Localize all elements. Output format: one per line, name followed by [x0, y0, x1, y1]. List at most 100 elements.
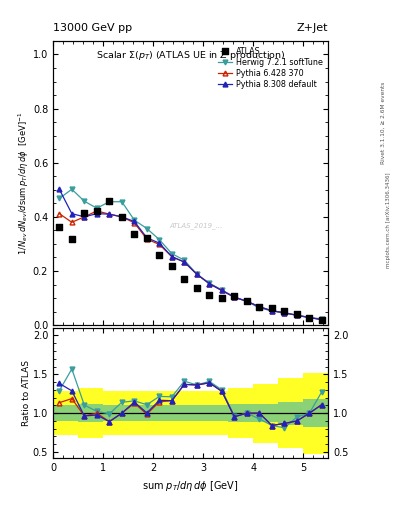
ATLAS — [194, 284, 200, 292]
Pythia 6.428 370 — [244, 298, 249, 304]
ATLAS — [156, 251, 162, 259]
Pythia 6.428 370 — [107, 211, 112, 217]
Herwig 7.2.1 softTune — [232, 294, 237, 300]
Herwig 7.2.1 softTune — [282, 310, 287, 316]
Herwig 7.2.1 softTune — [220, 287, 224, 293]
ATLAS — [169, 262, 175, 270]
Y-axis label: Ratio to ATLAS: Ratio to ATLAS — [22, 360, 31, 426]
ATLAS — [231, 292, 237, 300]
Text: ATLAS_2019_...: ATLAS_2019_... — [169, 222, 223, 229]
ATLAS — [294, 310, 300, 318]
Pythia 8.308 default — [244, 298, 249, 304]
Pythia 6.428 370 — [145, 236, 149, 242]
ATLAS — [56, 223, 62, 231]
Pythia 8.308 default — [232, 294, 237, 301]
Pythia 6.428 370 — [57, 210, 62, 217]
Text: 13000 GeV pp: 13000 GeV pp — [53, 23, 132, 33]
Pythia 8.308 default — [307, 314, 312, 321]
ATLAS — [119, 213, 125, 221]
ATLAS — [281, 307, 288, 315]
Herwig 7.2.1 softTune — [70, 186, 74, 193]
Herwig 7.2.1 softTune — [195, 271, 199, 278]
Pythia 6.428 370 — [94, 208, 99, 214]
Pythia 8.308 default — [82, 214, 87, 220]
ATLAS — [244, 297, 250, 305]
Herwig 7.2.1 softTune — [94, 205, 99, 211]
Pythia 8.308 default — [157, 240, 162, 246]
Text: Z+Jet: Z+Jet — [297, 23, 328, 33]
Herwig 7.2.1 softTune — [207, 280, 212, 286]
Pythia 6.428 370 — [169, 253, 174, 260]
ATLAS — [181, 275, 187, 283]
Herwig 7.2.1 softTune — [307, 314, 312, 321]
Herwig 7.2.1 softTune — [107, 199, 112, 205]
ATLAS — [81, 209, 88, 217]
Pythia 8.308 default — [132, 219, 137, 225]
Herwig 7.2.1 softTune — [182, 257, 187, 263]
Line: Herwig 7.2.1 softTune: Herwig 7.2.1 softTune — [57, 187, 324, 322]
Pythia 8.308 default — [182, 259, 187, 265]
Pythia 8.308 default — [282, 310, 287, 316]
Line: Pythia 6.428 370: Pythia 6.428 370 — [57, 208, 324, 322]
Pythia 8.308 default — [145, 234, 149, 241]
Pythia 6.428 370 — [232, 294, 237, 301]
Pythia 6.428 370 — [157, 241, 162, 247]
Pythia 6.428 370 — [82, 214, 87, 220]
Pythia 8.308 default — [270, 308, 274, 314]
Pythia 6.428 370 — [220, 287, 224, 293]
Pythia 6.428 370 — [70, 219, 74, 225]
ATLAS — [106, 197, 112, 205]
Pythia 8.308 default — [220, 287, 224, 293]
Pythia 6.428 370 — [207, 281, 212, 287]
Legend: ATLAS, Herwig 7.2.1 softTune, Pythia 6.428 370, Pythia 8.308 default: ATLAS, Herwig 7.2.1 softTune, Pythia 6.4… — [216, 45, 324, 90]
Pythia 8.308 default — [107, 211, 112, 217]
Herwig 7.2.1 softTune — [294, 312, 299, 318]
ATLAS — [269, 304, 275, 312]
Pythia 6.428 370 — [182, 259, 187, 265]
Pythia 6.428 370 — [270, 308, 274, 314]
Pythia 6.428 370 — [119, 214, 124, 220]
Pythia 6.428 370 — [282, 310, 287, 316]
Pythia 8.308 default — [169, 253, 174, 260]
Pythia 6.428 370 — [257, 304, 262, 310]
ATLAS — [94, 207, 100, 215]
Pythia 8.308 default — [119, 214, 124, 220]
Pythia 8.308 default — [57, 186, 62, 193]
Herwig 7.2.1 softTune — [244, 298, 249, 304]
Pythia 8.308 default — [294, 312, 299, 318]
ATLAS — [319, 316, 325, 324]
Pythia 8.308 default — [94, 210, 99, 217]
Herwig 7.2.1 softTune — [270, 308, 274, 314]
Pythia 8.308 default — [70, 210, 74, 217]
ATLAS — [256, 303, 263, 311]
Herwig 7.2.1 softTune — [132, 217, 137, 223]
ATLAS — [206, 291, 213, 300]
Herwig 7.2.1 softTune — [157, 237, 162, 243]
Text: Rivet 3.1.10, ≥ 2.6M events: Rivet 3.1.10, ≥ 2.6M events — [381, 82, 386, 164]
Pythia 6.428 370 — [307, 314, 312, 321]
ATLAS — [219, 294, 225, 302]
Pythia 8.308 default — [207, 281, 212, 287]
Pythia 8.308 default — [195, 271, 199, 278]
Herwig 7.2.1 softTune — [119, 199, 124, 205]
Herwig 7.2.1 softTune — [57, 196, 62, 202]
Pythia 6.428 370 — [132, 220, 137, 226]
ATLAS — [144, 234, 150, 242]
ATLAS — [306, 313, 312, 322]
Pythia 8.308 default — [257, 304, 262, 310]
Pythia 6.428 370 — [294, 312, 299, 318]
Herwig 7.2.1 softTune — [82, 198, 87, 204]
Herwig 7.2.1 softTune — [145, 225, 149, 231]
Herwig 7.2.1 softTune — [257, 305, 262, 311]
Text: Scalar $\Sigma(p_T)$ (ATLAS UE in Z production): Scalar $\Sigma(p_T)$ (ATLAS UE in Z prod… — [96, 50, 285, 62]
ATLAS — [131, 230, 138, 239]
Text: mcplots.cern.ch [arXiv:1306.3436]: mcplots.cern.ch [arXiv:1306.3436] — [386, 173, 391, 268]
X-axis label: sum $p_T/d\eta\,d\phi$ [GeV]: sum $p_T/d\eta\,d\phi$ [GeV] — [142, 479, 239, 493]
Y-axis label: $1/N_{ev}\,dN_{ev}/d\mathrm{sum}\,p_T/d\eta\,d\phi$  [GeV]$^{-1}$: $1/N_{ev}\,dN_{ev}/d\mathrm{sum}\,p_T/d\… — [17, 111, 31, 255]
Pythia 6.428 370 — [320, 316, 324, 323]
Line: Pythia 8.308 default: Pythia 8.308 default — [57, 187, 324, 322]
ATLAS — [69, 234, 75, 243]
Herwig 7.2.1 softTune — [169, 250, 174, 257]
Herwig 7.2.1 softTune — [320, 316, 324, 322]
Pythia 6.428 370 — [195, 271, 199, 278]
